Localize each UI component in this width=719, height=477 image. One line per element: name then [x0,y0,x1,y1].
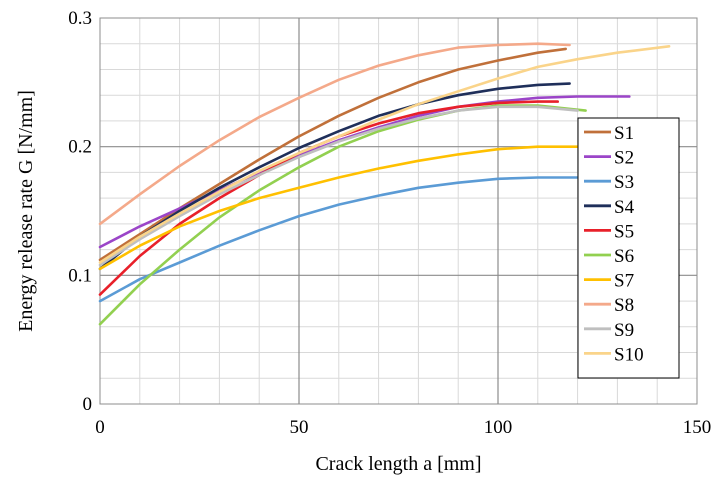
legend-box [577,117,680,379]
legend-label-s3: S3 [614,172,634,193]
series-line-s8 [98,42,571,226]
legend-label-s2: S2 [614,148,634,169]
y-tick-label: 0.3 [68,8,92,29]
x-tick-label: 0 [95,417,105,438]
legend-label-s6: S6 [614,246,634,267]
y-tick-label: 0.1 [68,265,92,286]
y-tick-label: 0.2 [68,137,92,158]
x-axis-tick-labels: 0 50 100 150 [95,417,711,438]
legend: S1 S2 S3 S4 S5 S6 S7 S8 S9 S10 [577,117,680,379]
series-line-s9 [98,105,579,267]
legend-label-s8: S8 [614,295,634,316]
x-axis-title: Crack length a [mm] [315,453,481,475]
x-tick-label: 100 [484,417,513,438]
y-axis-tick-labels: 0 0.1 0.2 0.3 [68,8,92,415]
legend-label-s1: S1 [614,123,634,144]
series-line-s10 [98,45,671,264]
legend-label-s10: S10 [614,344,644,365]
legend-label-s7: S7 [614,271,634,292]
series-lines [98,42,671,326]
series-line-s4 [98,82,571,271]
legend-label-s5: S5 [614,221,634,242]
y-axis-title: Energy release rate G [N/mm] [15,90,37,332]
legend-label-s9: S9 [614,320,634,341]
x-tick-label: 150 [683,417,712,438]
series-line-s7 [98,145,579,271]
x-tick-label: 50 [290,417,309,438]
plot-area-border [99,17,698,405]
y-tick-label: 0 [83,394,93,415]
legend-label-s4: S4 [614,197,635,218]
series-line-s3 [98,176,579,303]
